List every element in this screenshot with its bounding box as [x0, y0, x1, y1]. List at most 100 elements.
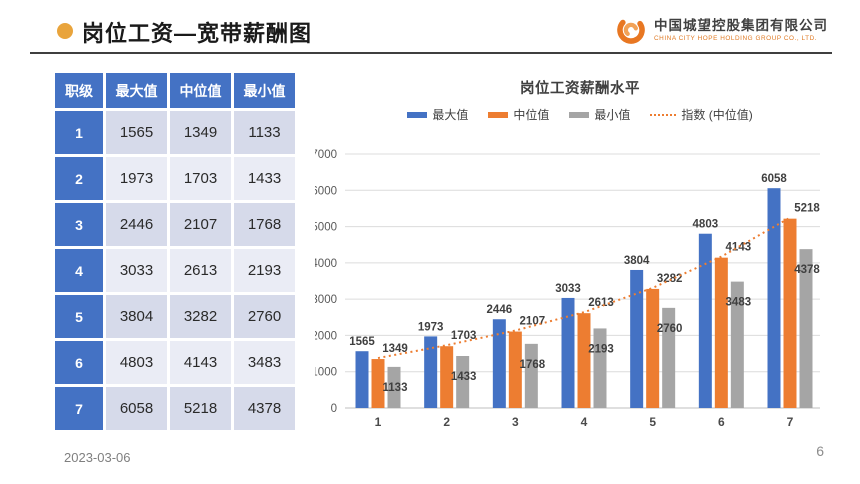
bar-data-label: 2193 — [588, 343, 614, 355]
bar-data-label: 4378 — [794, 264, 820, 276]
legend-item: 最大值 — [407, 106, 468, 123]
bar-data-label: 2613 — [588, 297, 614, 309]
bar-中位值 — [508, 331, 522, 408]
table-value-cell: 3804 — [106, 295, 167, 338]
bar-data-label: 1565 — [349, 336, 375, 348]
bar-data-label: 3483 — [726, 297, 752, 309]
page-title: 岗位工资—宽带薪酬图 — [82, 21, 313, 46]
table-row-grade-cell: 1 — [55, 111, 103, 154]
bar-data-label: 1703 — [451, 330, 477, 342]
bar-最小值 — [387, 366, 401, 408]
bar-data-label: 2107 — [520, 316, 546, 328]
y-tick-label: 6000 — [315, 185, 337, 197]
y-tick-label: 7000 — [315, 149, 337, 161]
legend-swatch-icon — [407, 111, 428, 118]
table-row: 7 6058 5218 4378 — [55, 387, 295, 430]
table-row: 2 1973 1703 1433 — [55, 157, 295, 200]
bar-最大值 — [630, 269, 644, 408]
x-category-label: 2 — [443, 415, 450, 429]
bar-data-label: 1768 — [520, 359, 546, 371]
bar-最小值 — [524, 343, 538, 408]
table-row-grade-cell: 5 — [55, 295, 103, 338]
chart-title: 岗位工资薪酬水平 — [520, 81, 640, 97]
bar-data-label: 4143 — [726, 242, 752, 254]
table-value-cell: 2193 — [234, 249, 295, 292]
x-category-label: 4 — [581, 415, 588, 429]
bar-中位值 — [783, 218, 797, 408]
table-value-cell: 1703 — [170, 157, 231, 200]
bar-data-label: 6058 — [761, 173, 787, 185]
bar-data-label: 3804 — [624, 255, 650, 267]
table-value-cell: 4143 — [170, 341, 231, 384]
bar-中位值 — [646, 288, 660, 408]
bar-最大值 — [698, 233, 712, 408]
x-category-label: 1 — [375, 415, 382, 429]
bar-data-label: 1349 — [382, 343, 408, 355]
bar-data-label: 3282 — [657, 273, 683, 285]
bar-最大值 — [424, 336, 438, 408]
slide-date: 2023-03-06 — [64, 450, 131, 465]
bar-最小值 — [730, 281, 744, 408]
legend-label: 中位值 — [513, 108, 550, 122]
table-value-cell: 2446 — [106, 203, 167, 246]
bar-data-label: 2446 — [487, 304, 513, 316]
bar-中位值 — [371, 359, 385, 408]
table-value-cell: 2107 — [170, 203, 231, 246]
x-category-label: 7 — [787, 415, 794, 429]
bar-最大值 — [767, 188, 781, 408]
table-value-cell: 1768 — [234, 203, 295, 246]
bar-最小值 — [456, 356, 470, 408]
legend-label: 最小值 — [594, 108, 631, 122]
table-header-cell: 职级 — [55, 73, 103, 108]
bar-data-label: 1133 — [383, 382, 408, 394]
table-row-grade-cell: 6 — [55, 341, 103, 384]
index-trend-line — [377, 216, 791, 360]
table-row-grade-cell: 2 — [55, 157, 103, 200]
table-value-cell: 6058 — [106, 387, 167, 430]
y-tick-label: 0 — [331, 403, 337, 415]
bar-中位值 — [714, 257, 728, 408]
x-category-label: 3 — [512, 415, 519, 429]
table-value-cell: 1349 — [170, 111, 231, 154]
page-number: 6 — [816, 443, 824, 459]
bar-最大值 — [492, 319, 506, 408]
legend-dotted-line-icon — [650, 113, 677, 116]
salary-table-body: 1 1565 1349 1133 2 1973 1703 1433 3 2446 2107 1768 4… — [55, 111, 295, 430]
company-logo: 中国城望控股集团有限公司 CHINA CITY HOPE HOLDING GRO… — [614, 13, 828, 47]
company-name-en: CHINA CITY HOPE HOLDING GROUP CO., LTD. — [654, 34, 818, 42]
legend-label: 最大值 — [432, 108, 469, 122]
table-value-cell: 1133 — [234, 111, 295, 154]
table-row: 4 3033 2613 2193 — [55, 249, 295, 292]
legend-item: 中位值 — [488, 106, 549, 123]
table-row-grade-cell: 3 — [55, 203, 103, 246]
table-header-cell: 最小值 — [234, 73, 295, 108]
legend-swatch-icon — [569, 111, 590, 118]
bar-data-label: 5218 — [794, 203, 820, 215]
table-header-row: 职级 最大值 中位值 最小值 — [55, 73, 295, 108]
table-value-cell: 1433 — [234, 157, 295, 200]
header-divider — [30, 52, 832, 54]
table-value-cell: 4378 — [234, 387, 295, 430]
bar-最小值 — [662, 307, 676, 408]
legend-item: 指数 (中位值) — [650, 106, 753, 123]
table-header-cell: 最大值 — [106, 73, 167, 108]
table-row: 1 1565 1349 1133 — [55, 111, 295, 154]
table-value-cell: 1565 — [106, 111, 167, 154]
bar-data-label: 1433 — [451, 371, 477, 383]
title-bullet-icon — [57, 23, 73, 39]
bar-data-label: 4803 — [693, 219, 719, 231]
bar-最小值 — [593, 328, 607, 408]
table-row-grade-cell: 7 — [55, 387, 103, 430]
salary-chart: 岗位工资薪酬水平 最大值 中位值 最小值 指数 (中位值) 0 1000 2000 3000… — [315, 75, 845, 450]
table-value-cell: 2613 — [170, 249, 231, 292]
x-category-label: 5 — [649, 415, 656, 429]
salary-table-header: 职级 最大值 中位值 最小值 — [55, 73, 295, 108]
salary-band-table: 职级 最大值 中位值 最小值 1 1565 1349 1133 2 1973 1703 1433 3 2… — [52, 70, 298, 433]
table-value-cell: 3033 — [106, 249, 167, 292]
bar-最大值 — [355, 351, 369, 408]
table-row: 5 3804 3282 2760 — [55, 295, 295, 338]
bar-data-label: 3033 — [555, 283, 581, 295]
y-tick-label: 5000 — [315, 222, 337, 234]
y-tick-label: 4000 — [315, 258, 337, 270]
